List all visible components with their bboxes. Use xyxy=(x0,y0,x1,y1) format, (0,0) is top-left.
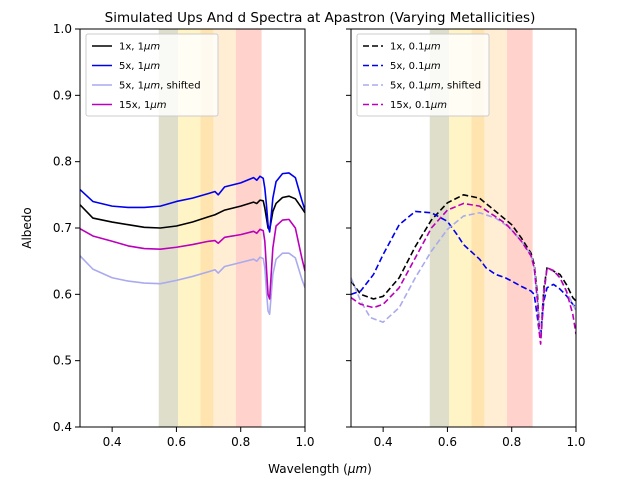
y-tick-label: 0.8 xyxy=(53,155,72,169)
x-tick-label: 1.0 xyxy=(566,435,585,449)
y-tick-label: 0.7 xyxy=(53,221,72,235)
legend-label-1: 1x, 0.1μm xyxy=(390,42,441,53)
x-tick-label: 0.6 xyxy=(167,435,186,449)
legend-label-4: 15x, 1μm xyxy=(119,100,167,111)
shaded-band-2 xyxy=(449,29,472,427)
series-line-2 xyxy=(351,210,576,335)
x-tick-label: 0.8 xyxy=(502,435,521,449)
legend-box xyxy=(356,33,490,117)
series-line-3 xyxy=(80,252,305,316)
legend-label-1: 1x, 1μm xyxy=(119,42,160,53)
y-tick-label: 0.5 xyxy=(53,354,72,368)
series-line-4 xyxy=(80,218,305,300)
shaded-band-5 xyxy=(506,29,533,427)
panel-left: 0.4 0.6 0.8 1.0 0.4 0.5 0.6 0.7 0.8 0.9 1.0 1x, 1μm… xyxy=(53,22,315,449)
shaded-band-3 xyxy=(200,29,214,427)
legend-label-2: 5x, 1μm xyxy=(119,61,160,72)
legend-label-4: 15x, 0.1μm xyxy=(390,100,447,111)
series-line-4 xyxy=(351,202,576,345)
x-tick-label: 0.8 xyxy=(231,435,250,449)
legend-label-2: 5x, 0.1μm xyxy=(390,61,441,72)
legend: 1x, 0.1μm 5x, 0.1μm 5x, 0.1μm, shifted 15x,… xyxy=(356,33,490,117)
y-axis-label: Albedo xyxy=(20,207,34,249)
panel-right: 0.4 0.6 0.8 1.0 1x, 0.1μm 5x, 0.1μm 5x, 0.1μm,… xyxy=(346,28,586,449)
shaded-band-4 xyxy=(213,29,236,427)
series-line-1 xyxy=(80,195,305,231)
legend-label-3: 5x, 0.1μm, shifted xyxy=(390,81,481,92)
legend-label-3: 5x, 1μm, shifted xyxy=(119,81,201,92)
shaded-band-2 xyxy=(178,29,201,427)
y-tick-label: 1.0 xyxy=(53,22,72,36)
x-tick-label: 0.6 xyxy=(438,435,457,449)
chart-title: Simulated Ups And d Spectra at Apastron … xyxy=(105,10,536,26)
shaded-band-1 xyxy=(158,29,179,427)
x-axis-label: Wavelength (μm) xyxy=(268,462,372,476)
panels: 0.4 0.6 0.8 1.0 0.4 0.5 0.6 0.7 0.8 0.9 1.0 1x, 1μm… xyxy=(53,22,586,449)
x-tick-label: 0.4 xyxy=(374,435,393,449)
shaded-band-4 xyxy=(484,29,507,427)
legend: 1x, 1μm 5x, 1μm 5x, 1μm, shifted 15x, 1μm xyxy=(85,33,219,117)
legend-box xyxy=(85,33,219,117)
series-line-2 xyxy=(80,172,305,233)
shaded-band-3 xyxy=(471,29,485,427)
y-tick-label: 0.4 xyxy=(53,420,72,434)
shaded-band-1 xyxy=(429,29,450,427)
x-tick-label: 0.4 xyxy=(103,435,122,449)
x-tick-label: 1.0 xyxy=(295,435,314,449)
shaded-band-5 xyxy=(235,29,262,427)
y-tick-label: 0.6 xyxy=(53,287,72,301)
y-tick-label: 0.9 xyxy=(53,88,72,102)
